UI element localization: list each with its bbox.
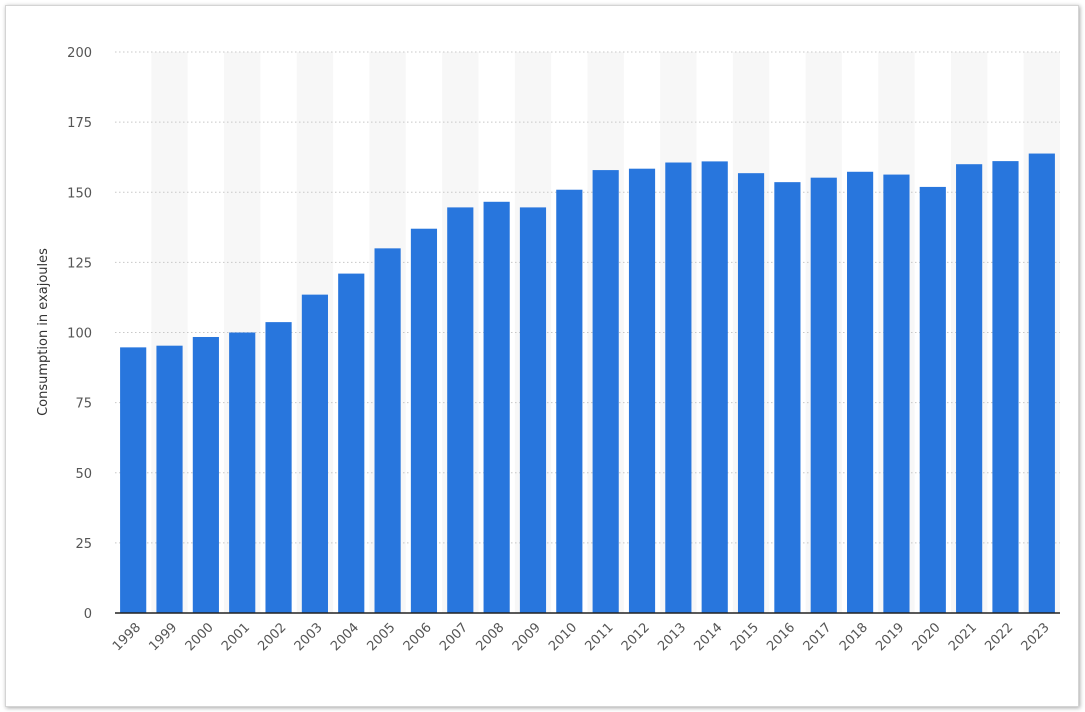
x-tick-label: 2019 <box>873 620 907 654</box>
x-tick-label: 2009 <box>510 620 544 654</box>
bar[interactable] <box>810 177 837 613</box>
bar[interactable] <box>1028 153 1055 613</box>
x-tick-label: 2015 <box>728 620 762 654</box>
x-tick-label: 2020 <box>910 620 944 654</box>
y-tick-label: 200 <box>67 46 92 61</box>
bar[interactable] <box>592 170 619 613</box>
bar[interactable] <box>519 207 547 613</box>
x-tick-label: 2003 <box>292 620 326 654</box>
y-axis-title: Consumption in exajoules <box>36 248 51 416</box>
bar[interactable] <box>556 189 583 613</box>
x-tick-label: 2022 <box>982 620 1016 654</box>
bar[interactable] <box>883 174 910 614</box>
y-tick-label: 0 <box>84 607 92 622</box>
y-tick-label: 125 <box>67 256 92 271</box>
x-tick-label: 2023 <box>1019 620 1053 654</box>
bar[interactable] <box>265 322 292 613</box>
x-tick-label: 2000 <box>183 620 217 654</box>
bar[interactable] <box>665 162 692 613</box>
x-tick-label: 2001 <box>219 620 253 654</box>
bar[interactable] <box>737 173 765 613</box>
bar[interactable] <box>992 161 1019 613</box>
y-tick-label: 75 <box>75 397 92 412</box>
bar[interactable] <box>338 273 365 613</box>
bar[interactable] <box>956 164 983 613</box>
bar[interactable] <box>447 207 474 613</box>
y-tick-label: 150 <box>67 186 92 201</box>
x-tick-label: 2007 <box>437 620 471 654</box>
bar-series <box>120 153 1055 614</box>
bar[interactable] <box>156 345 183 613</box>
x-tick-label: 2021 <box>946 620 980 654</box>
x-tick-labels: 1998 1999 2000 2001 2002 2003 2004 2005 2006 2007… <box>110 620 1053 654</box>
y-tick-labels: 0 25 50 75 100 125 150 175 200 <box>67 46 92 622</box>
bar[interactable] <box>919 186 946 613</box>
x-tick-label: 2014 <box>692 620 726 654</box>
x-tick-label: 1998 <box>110 620 144 654</box>
y-tick-label: 50 <box>75 467 92 482</box>
y-tick-label: 25 <box>75 537 92 552</box>
bar[interactable] <box>374 248 401 613</box>
y-tick-label: 100 <box>67 327 92 342</box>
bar[interactable] <box>192 336 219 613</box>
x-tick-label: 2017 <box>801 620 835 654</box>
x-tick-label: 2011 <box>582 620 616 654</box>
x-tick-label: 2005 <box>364 620 398 654</box>
x-tick-label: 2012 <box>619 620 653 654</box>
bar[interactable] <box>774 182 801 614</box>
x-tick-label: 2006 <box>401 620 435 654</box>
x-tick-label: 2004 <box>328 620 362 654</box>
bar[interactable] <box>410 228 438 613</box>
x-tick-label: 1999 <box>146 620 180 654</box>
bar[interactable] <box>847 171 874 613</box>
bar[interactable] <box>229 332 256 614</box>
x-tick-label: 2008 <box>473 620 507 654</box>
x-tick-label: 2002 <box>255 620 289 654</box>
x-tick-label: 2018 <box>837 620 871 654</box>
y-tick-label: 175 <box>67 116 92 131</box>
x-tick-label: 2013 <box>655 620 689 654</box>
x-tick-label: 2016 <box>764 620 798 654</box>
bar[interactable] <box>301 294 328 613</box>
bar[interactable] <box>628 168 656 614</box>
x-tick-label: 2010 <box>546 620 580 654</box>
bar[interactable] <box>701 161 728 613</box>
bar[interactable] <box>483 201 510 614</box>
bar[interactable] <box>120 347 147 613</box>
